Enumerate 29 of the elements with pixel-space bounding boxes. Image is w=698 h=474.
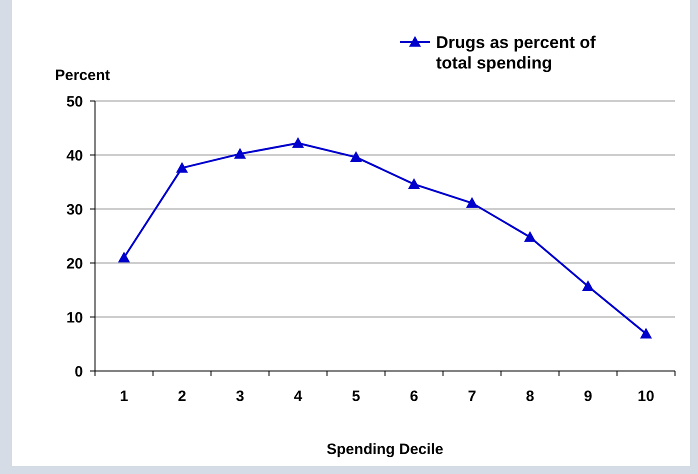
x-tick-label: 8 — [526, 388, 534, 405]
x-tick-label: 3 — [236, 388, 244, 405]
y-tick-label: 30 — [66, 201, 83, 218]
x-tick-label: 5 — [352, 388, 360, 405]
point — [524, 231, 536, 242]
x-tick-label: 1 — [120, 388, 128, 405]
x-tick-label: 6 — [410, 388, 418, 405]
point — [292, 137, 304, 148]
point — [118, 252, 130, 262]
point — [408, 178, 420, 189]
y-axis-title: Percent — [55, 67, 110, 84]
y-tick-label: 20 — [66, 255, 83, 272]
y-tick-label: 10 — [66, 309, 83, 326]
x-tick-label: 7 — [468, 388, 476, 405]
point — [640, 328, 652, 339]
point — [466, 197, 478, 208]
x-axis-title: Spending Decile — [326, 441, 444, 458]
point — [582, 280, 594, 292]
y-tick-label: 40 — [66, 147, 83, 164]
legend-label: Drugs as percent of total spending — [436, 32, 596, 72]
point — [176, 162, 188, 173]
x-tick-label: 4 — [294, 388, 303, 405]
x-tick-label: 10 — [638, 388, 654, 405]
point — [350, 151, 362, 162]
y-tick-label: 0 — [74, 363, 83, 380]
x-tick-label: 9 — [584, 388, 592, 405]
y-tick-label: 50 — [66, 93, 83, 110]
x-tick-label: 2 — [178, 388, 186, 405]
point — [234, 148, 246, 159]
